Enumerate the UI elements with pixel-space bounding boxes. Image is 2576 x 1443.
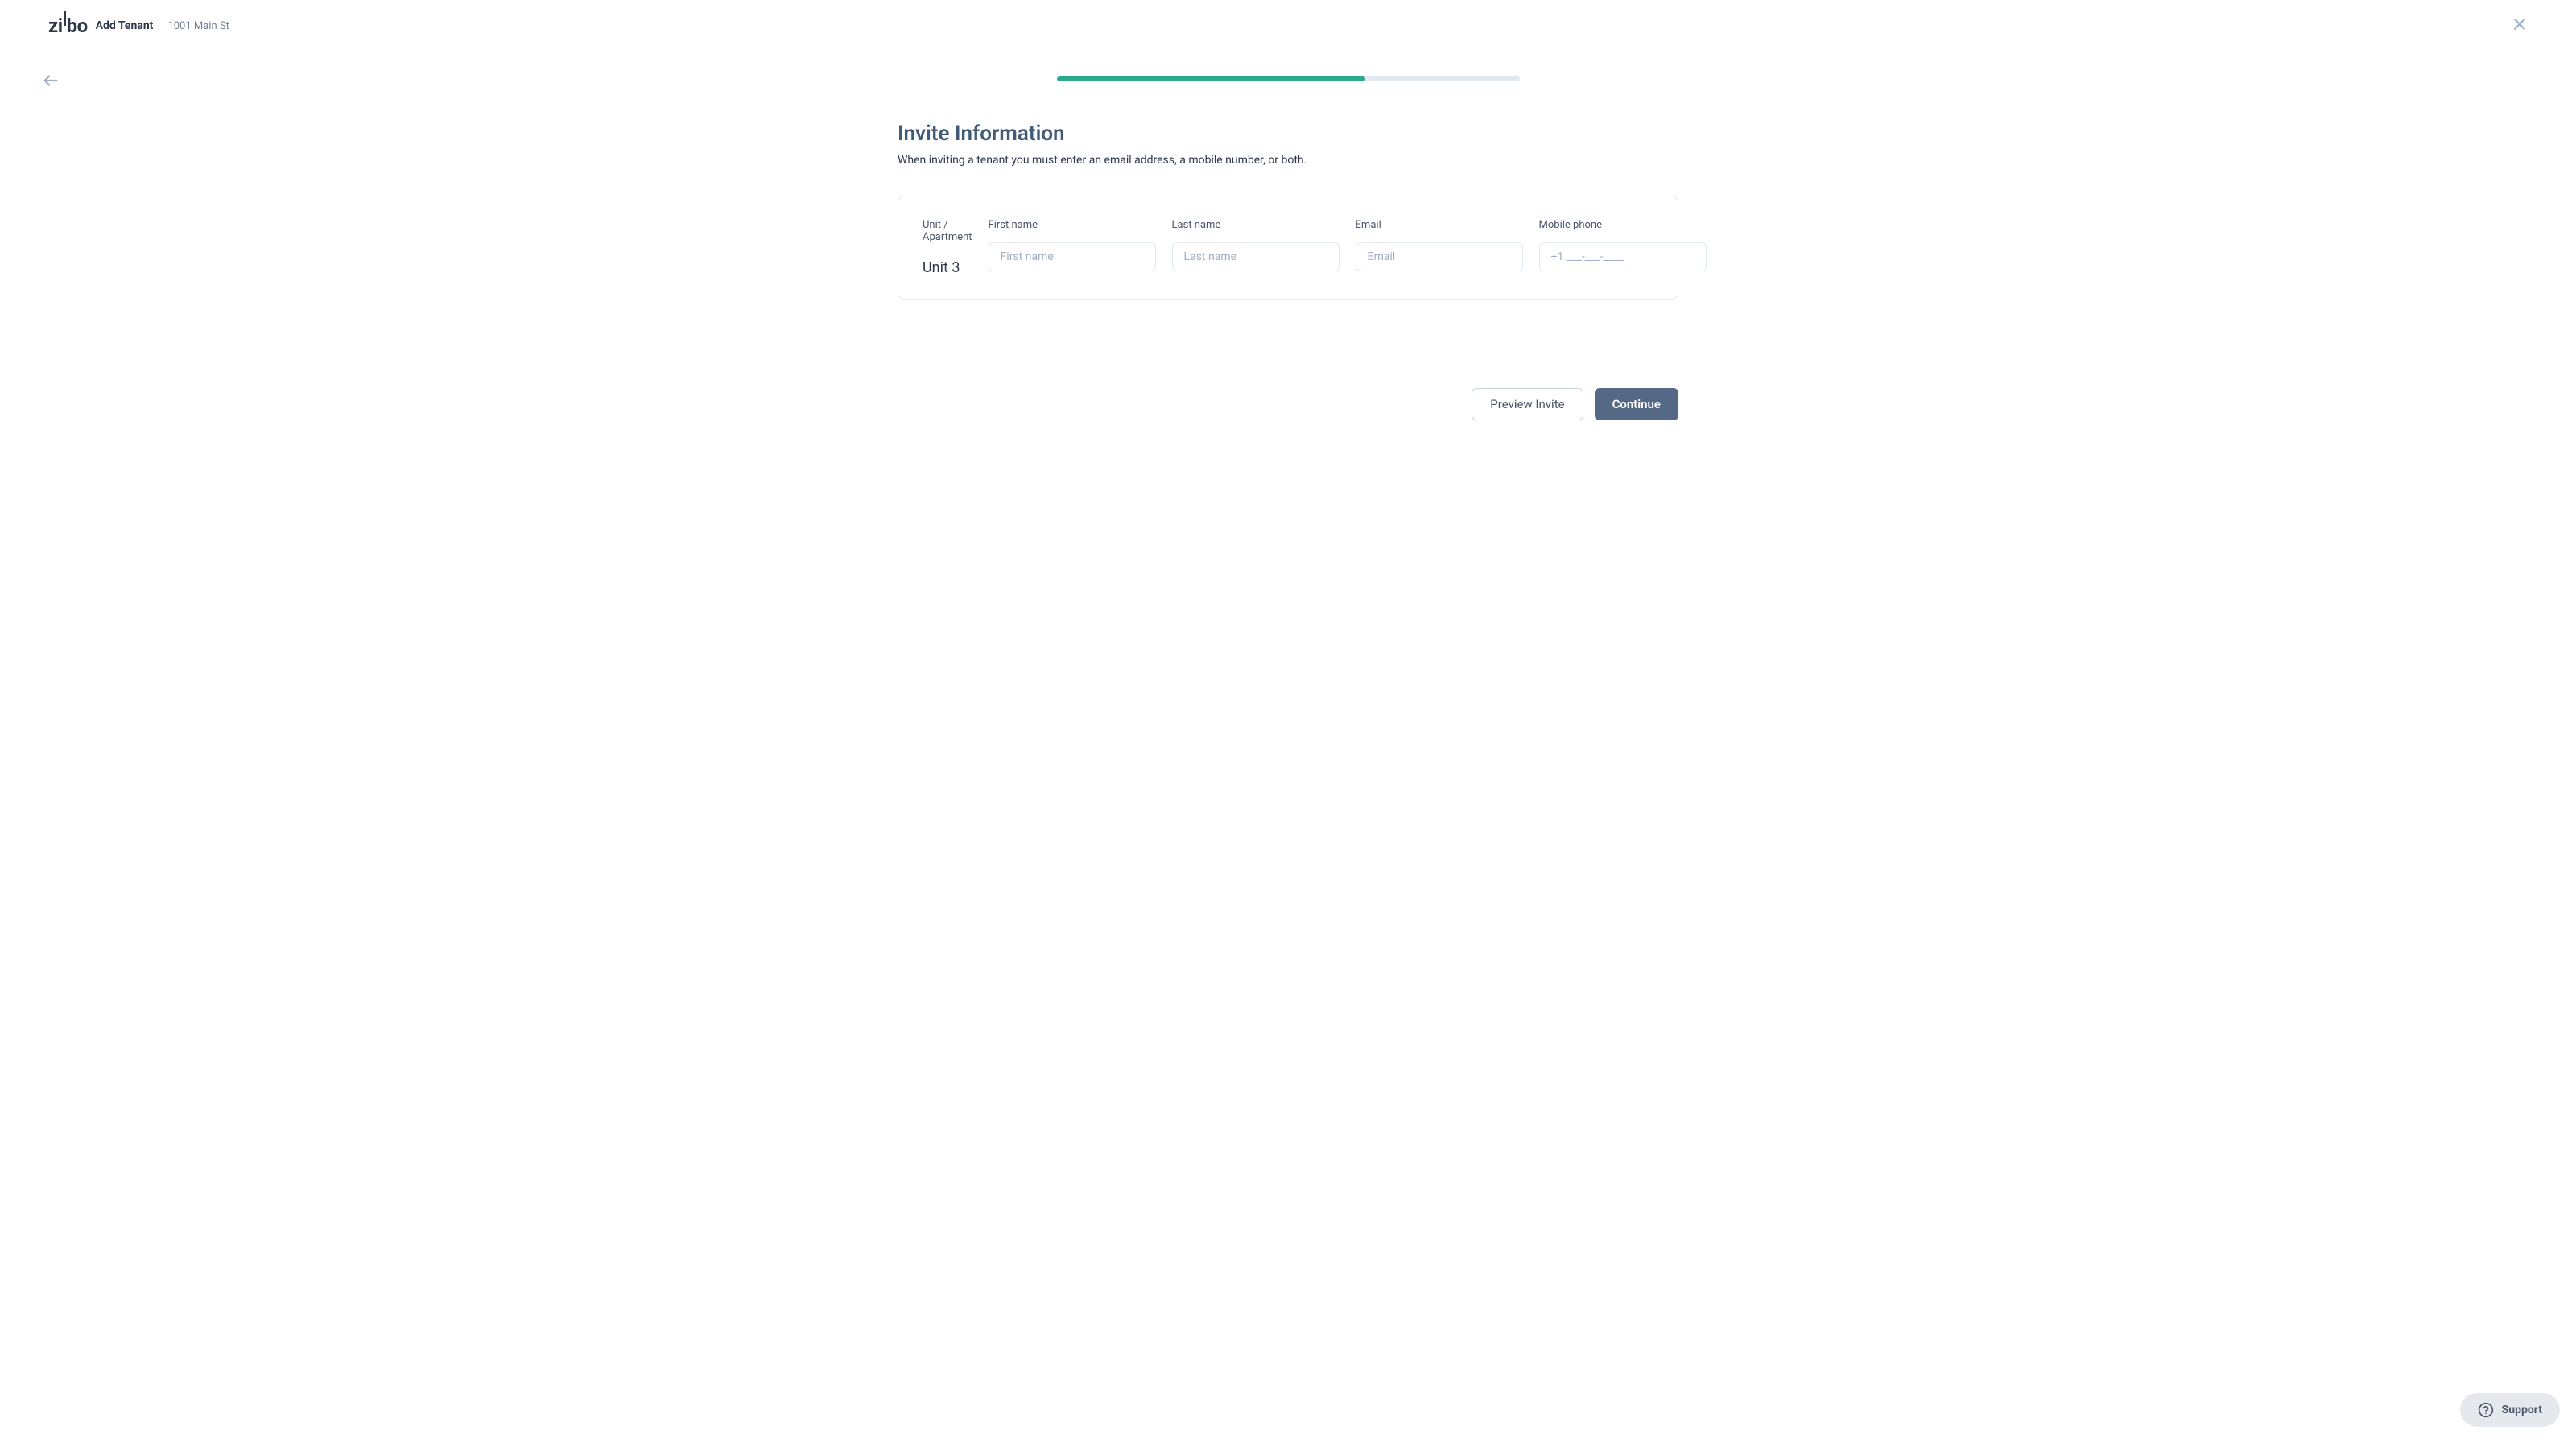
email-group: Email <box>1356 219 1523 276</box>
page-subtext: When inviting a tenant you must enter an… <box>898 154 1678 167</box>
logo-text-zi: zi <box>48 14 63 37</box>
form-row: Unit / Apartment Unit 3 First name Last … <box>923 219 1653 276</box>
support-label: Support <box>2502 1404 2542 1416</box>
question-circle-icon <box>2478 1402 2494 1418</box>
unit-group: Unit / Apartment Unit 3 <box>923 219 972 276</box>
header-title: Add Tenant <box>96 19 154 32</box>
unit-value: Unit 3 <box>923 254 972 276</box>
email-input[interactable] <box>1356 242 1523 271</box>
close-button[interactable] <box>2512 16 2528 35</box>
logo: zibo <box>48 14 88 37</box>
mobile-group: Mobile phone <box>1539 219 1707 276</box>
actions-row: Preview Invite Continue <box>898 388 1678 420</box>
arrow-left-icon <box>42 72 60 89</box>
logo-accent-icon <box>64 11 66 26</box>
progress-bar <box>1057 76 1520 81</box>
last-name-input[interactable] <box>1172 242 1340 271</box>
preview-invite-button[interactable]: Preview Invite <box>1472 388 1583 420</box>
first-name-label: First name <box>989 219 1156 231</box>
page-heading: Invite Information <box>898 122 1678 146</box>
main-content: Invite Information When inviting a tenan… <box>898 122 1678 420</box>
back-button[interactable] <box>42 72 60 93</box>
first-name-input[interactable] <box>989 242 1156 271</box>
header-address: 1001 Main St <box>167 20 229 32</box>
continue-button[interactable]: Continue <box>1595 388 1678 420</box>
first-name-group: First name <box>989 219 1156 276</box>
progress-fill <box>1057 76 1366 81</box>
last-name-label: Last name <box>1172 219 1340 231</box>
logo-text-bo: bo <box>67 14 88 37</box>
email-label: Email <box>1356 219 1523 231</box>
mobile-label: Mobile phone <box>1539 219 1707 231</box>
content-wrapper: Invite Information When inviting a tenan… <box>0 52 2576 444</box>
header: zibo Add Tenant 1001 Main St <box>0 0 2576 52</box>
last-name-group: Last name <box>1172 219 1340 276</box>
support-button[interactable]: Support <box>2460 1393 2560 1427</box>
mobile-input[interactable] <box>1539 242 1707 271</box>
close-icon <box>2512 16 2528 32</box>
unit-label: Unit / Apartment <box>923 219 972 243</box>
form-card: Unit / Apartment Unit 3 First name Last … <box>898 196 1678 300</box>
